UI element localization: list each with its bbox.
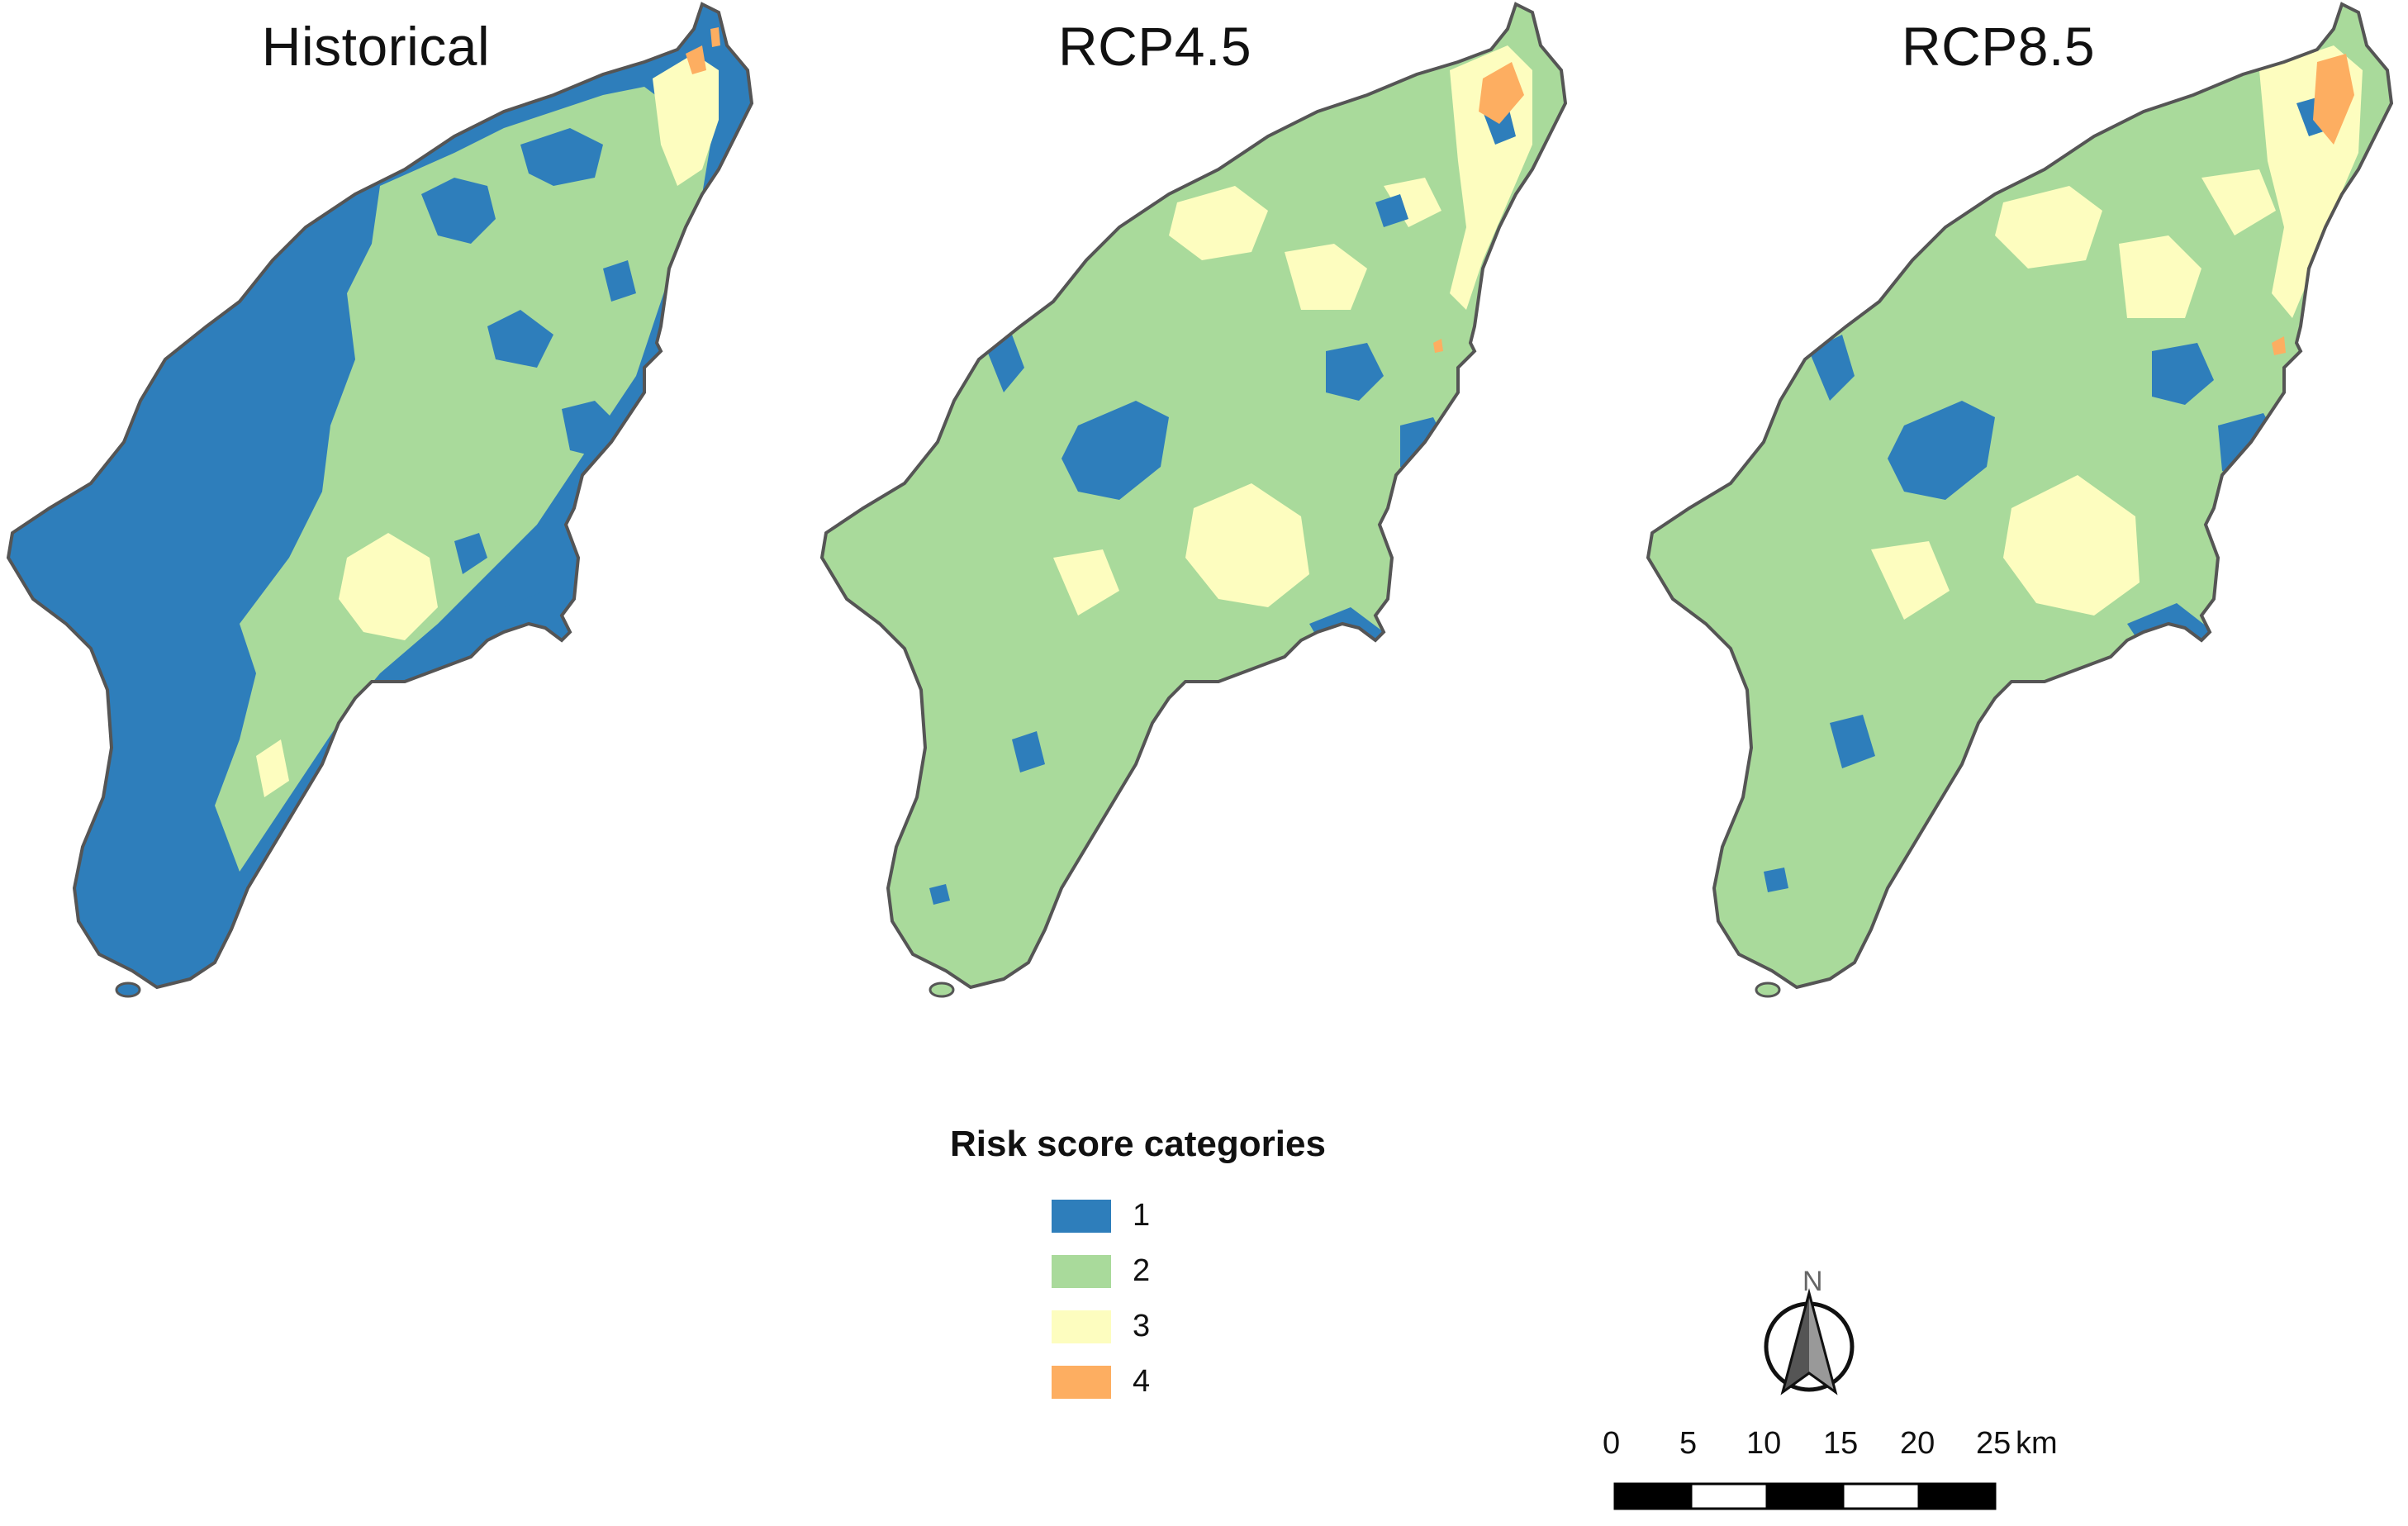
zone-cat1: [421, 178, 496, 244]
legend-item-3: 3: [1052, 1299, 1326, 1354]
scale-tick-0: 0: [1603, 1426, 1621, 1461]
north-label: N: [1802, 1266, 1823, 1297]
map-rcp45: [820, 2, 1567, 998]
zone-cat3: [1169, 186, 1268, 260]
zone-cat3: [653, 54, 719, 186]
zone-cat3: [256, 739, 289, 797]
legend-swatch-2: [1052, 1254, 1111, 1288]
zone-cat4: [1479, 62, 1524, 124]
scale-unit: km: [2016, 1426, 2058, 1461]
zone-cat1: [1764, 868, 1788, 892]
zone-cat1: [929, 884, 950, 905]
legend: Risk score categories 1 2 3 4: [950, 1124, 1326, 1410]
legend-title: Risk score categories: [950, 1124, 1326, 1164]
zone-cat1: [1400, 417, 1450, 475]
scale-tick-20: 20: [1900, 1426, 1935, 1461]
zone-cat1: [1326, 343, 1384, 401]
zone-cat3: [2119, 235, 2201, 318]
zone-cat4: [710, 27, 720, 47]
zone-cat3: [1185, 483, 1309, 607]
legend-item-1: 1: [1052, 1188, 1326, 1243]
zone-cat3: [1285, 244, 1367, 310]
scale-tick-25: 25: [1976, 1426, 2011, 1461]
legend-item-4: 4: [1052, 1354, 1326, 1410]
legend-item-2: 2: [1052, 1243, 1326, 1299]
zone-cat1: [487, 310, 553, 368]
panel-title-rcp45: RCP4.5: [1057, 16, 1252, 77]
zone-cat1: [1888, 401, 1995, 500]
legend-swatch-3: [1052, 1310, 1111, 1343]
scale-tick-15: 15: [1823, 1426, 1859, 1461]
zone-cat4: [1433, 339, 1443, 353]
zone-cat1: [454, 533, 487, 574]
zone-cat1: [2152, 343, 2214, 405]
map-historical: [7, 2, 753, 998]
legend-label-1: 1: [1133, 1198, 1151, 1233]
scale-bar-graphic: [1613, 1482, 1997, 1510]
zone-cat3: [2003, 475, 2140, 616]
panel-title-rcp85: RCP8.5: [1901, 16, 2096, 77]
zone-cat1: [1809, 335, 1855, 401]
zone-cat1: [562, 401, 620, 459]
zone-cat3: [1995, 186, 2102, 269]
zone-cat3: [1053, 549, 1119, 616]
legend-swatch-4: [1052, 1365, 1111, 1399]
zone-cat4: [2272, 336, 2286, 355]
scale-labels: 0 5 10 15 20 25 km: [1603, 1426, 2065, 1467]
scale-tick-5: 5: [1679, 1426, 1698, 1461]
zone-cat1: [1012, 731, 1045, 773]
legend-swatch-1: [1052, 1199, 1111, 1233]
north-arrow-icon: N: [1764, 1266, 1855, 1395]
zone-cat1: [603, 260, 636, 302]
zone-cat3: [2201, 169, 2276, 235]
map-rcp85: [1646, 2, 2393, 998]
zone-cat3: [1384, 178, 1441, 227]
legend-label-3: 3: [1133, 1309, 1151, 1343]
zone-cat1: [987, 335, 1024, 392]
zone-cat1: [520, 128, 603, 186]
zone-cat3: [339, 533, 438, 640]
zone-cat3: [1450, 45, 1532, 310]
legend-label-2: 2: [1133, 1253, 1151, 1288]
zone-cat4: [2313, 54, 2354, 145]
legend-label-4: 4: [1133, 1364, 1151, 1399]
north-arrow: N: [1751, 1256, 1867, 1400]
zone-cat3: [1871, 541, 1950, 620]
zone-cat1: [1830, 715, 1875, 768]
zone-cat1: [1062, 401, 1169, 500]
zone-cat4: [686, 45, 706, 74]
panel-title-historical: Historical: [261, 16, 491, 77]
zone-cat1: [1375, 194, 1408, 227]
scale-tick-10: 10: [1746, 1426, 1782, 1461]
zone-cat2: [215, 87, 710, 872]
